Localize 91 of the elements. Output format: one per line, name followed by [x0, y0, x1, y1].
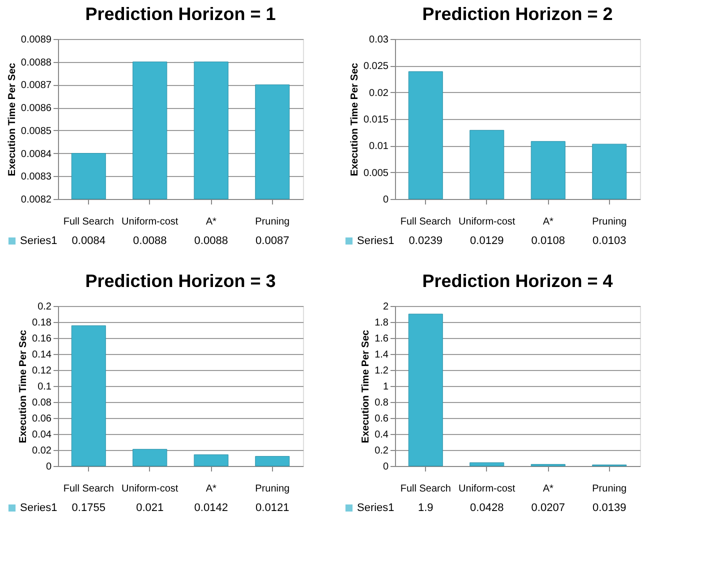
data-label: 1.9 [418, 502, 434, 514]
data-label: 0.0088 [194, 235, 228, 247]
x-tick-label: A* [542, 484, 554, 494]
y-tick-label: 0 [382, 462, 389, 472]
x-tick-label: Pruning [255, 216, 290, 228]
y-tick-label: 0.0087 [20, 80, 52, 92]
data-label: 0.0139 [592, 502, 626, 514]
x-tick-label: Full Search [63, 216, 114, 228]
y-tick-label: 0.0089 [20, 34, 52, 46]
x-tick-label: A* [206, 216, 217, 228]
y-tick-label: 1.8 [374, 318, 389, 328]
y-tick-label: 0.0084 [20, 148, 52, 160]
y-tick-label: 0.14 [32, 350, 52, 360]
y-tick-label: 0.6 [374, 414, 389, 424]
chart-title: Prediction Horizon = 2 [422, 4, 613, 24]
x-tick-label: Pruning [592, 216, 627, 228]
y-axis-title: Execution Time Per Sec [6, 62, 18, 176]
chart-title: Prediction Horizon = 3 [85, 271, 276, 291]
y-tick-label: 0.8 [374, 398, 389, 408]
y-tick-label: 0.03 [369, 34, 389, 46]
bar [530, 141, 566, 200]
y-tick-label: 0.0088 [20, 57, 52, 68]
x-tick-label: A* [542, 216, 554, 228]
legend-label: Series1 [20, 502, 58, 514]
y-tick-label: 0.0082 [20, 194, 52, 206]
y-axis-title: Execution Time Per Sec [18, 329, 30, 444]
bar [408, 71, 443, 200]
bar [132, 448, 168, 466]
y-tick-label: 0.0083 [20, 172, 52, 183]
y-tick-label: 0.08 [32, 398, 52, 408]
y-tick-label: 0.0086 [20, 103, 52, 114]
y-tick-label: 0.005 [363, 168, 389, 179]
data-label: 0.0121 [256, 502, 290, 514]
y-tick-label: 0.16 [32, 334, 52, 344]
x-tick-label: Pruning [255, 484, 290, 494]
bar [194, 454, 228, 466]
y-tick-label: 0.18 [32, 318, 52, 328]
bar [470, 462, 504, 466]
y-tick-label: 0.2 [38, 302, 52, 312]
legend-label: Series1 [357, 235, 394, 247]
y-axis-title: Execution Time Per Sec [349, 62, 360, 176]
y-tick-label: 1.2 [374, 366, 389, 376]
y-tick-label: 2 [382, 302, 389, 312]
data-label: 0.021 [136, 502, 164, 514]
data-label: 0.0103 [592, 235, 626, 247]
y-tick-label: 0.02 [32, 446, 52, 456]
x-tick-label: Pruning [592, 484, 627, 494]
x-tick-label: Full Search [400, 216, 451, 228]
data-label: 0.0108 [531, 235, 565, 247]
x-tick-label: Uniform-cost [458, 216, 516, 228]
chart-title: Prediction Horizon = 1 [85, 4, 276, 24]
x-tick-label: Uniform-cost [458, 484, 516, 494]
y-tick-label: 0.01 [369, 141, 389, 152]
y-tick-label: 0 [382, 194, 389, 206]
y-tick-label: 0.2 [374, 446, 389, 456]
y-tick-label: 0.4 [374, 430, 389, 440]
y-tick-label: 0.04 [32, 430, 52, 440]
data-label: 0.0087 [256, 235, 290, 247]
y-tick-label: 0.02 [369, 88, 389, 99]
y-tick-label: 1.6 [374, 334, 389, 344]
y-tick-label: 1.4 [374, 350, 389, 360]
y-tick-label: 0.12 [32, 366, 52, 376]
data-label: 0.0142 [194, 502, 228, 514]
data-label: 0.1755 [72, 502, 106, 514]
bar [255, 456, 290, 466]
y-tick-label: 0 [46, 462, 52, 472]
x-tick-label: Uniform-cost [122, 216, 178, 228]
y-tick-label: 0.1 [38, 382, 52, 392]
legend-label: Series1 [20, 235, 58, 247]
bar [592, 144, 627, 200]
chart-title: Prediction Horizon = 4 [422, 271, 613, 291]
data-label: 0.0084 [72, 235, 106, 247]
bar [408, 314, 443, 466]
y-tick-label: 0.015 [363, 114, 389, 126]
y-tick-label: 0.06 [32, 414, 52, 424]
data-label: 0.0088 [133, 235, 167, 247]
y-tick-label: 1 [382, 382, 389, 392]
y-axis-title: Execution Time Per Sec [360, 329, 372, 444]
y-tick-label: 0.0085 [20, 126, 52, 137]
x-tick-label: A* [206, 484, 217, 494]
x-tick-label: Uniform-cost [122, 484, 178, 494]
bar [470, 130, 504, 200]
data-label: 0.0428 [470, 502, 504, 514]
legend-label: Series1 [357, 502, 394, 514]
data-label: 0.0239 [408, 235, 442, 247]
data-label: 0.0207 [531, 502, 565, 514]
x-tick-label: Full Search [400, 484, 451, 494]
x-tick-label: Full Search [63, 484, 114, 494]
data-label: 0.0129 [470, 235, 504, 247]
y-tick-label: 0.025 [363, 61, 389, 72]
bar [71, 325, 106, 466]
